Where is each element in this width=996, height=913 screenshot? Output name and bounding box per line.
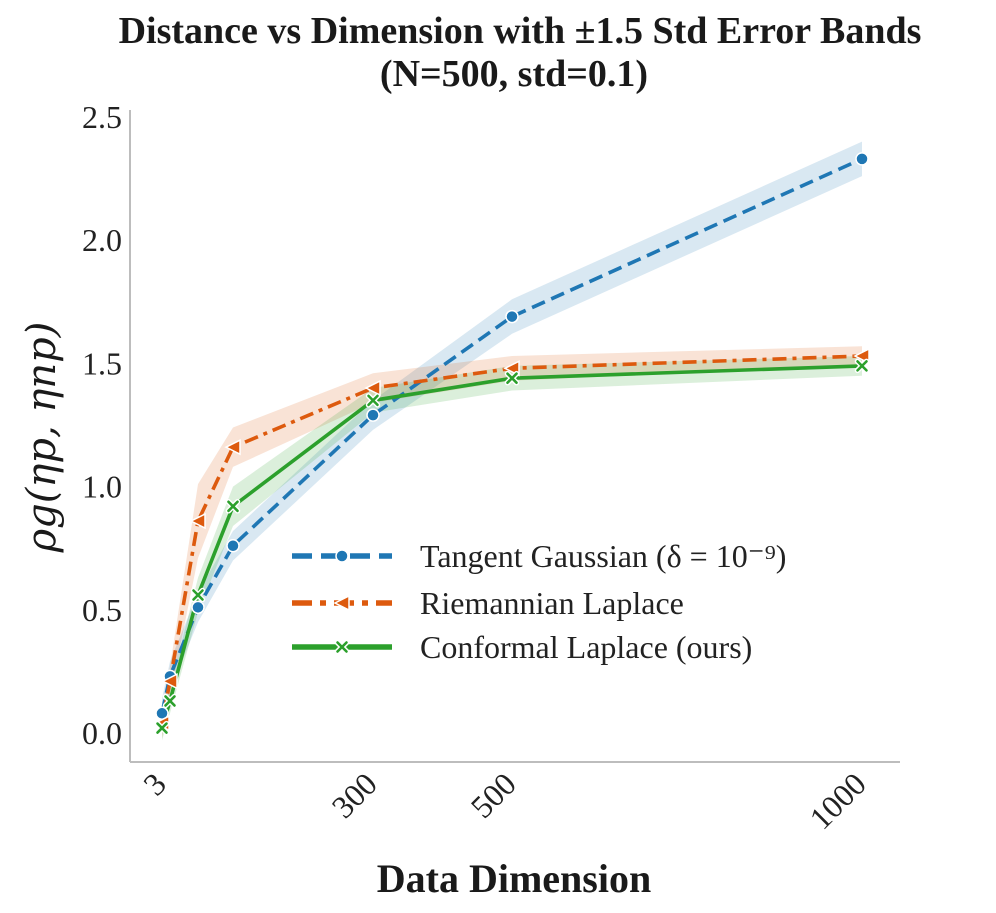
y-tick-label: 1.0 bbox=[82, 469, 122, 505]
data-point bbox=[164, 695, 176, 707]
x-tick-labels: 3 300 500 1000 bbox=[136, 765, 873, 836]
data-point bbox=[367, 394, 379, 407]
y-tick-labels: 0.0 0.5 1.0 1.5 2.0 2.5 bbox=[82, 99, 122, 751]
data-point bbox=[192, 589, 204, 601]
legend-label: Tangent Gaussian (δ = 10⁻⁹) bbox=[420, 538, 786, 574]
y-tick-label: 1.5 bbox=[82, 345, 122, 381]
y-tick-label: 2.0 bbox=[82, 222, 122, 258]
y-tick-label: 0.5 bbox=[82, 592, 122, 628]
error-band bbox=[162, 141, 862, 729]
data-point bbox=[224, 438, 241, 456]
legend: Tangent Gaussian (δ = 10⁻⁹) Riemannian La… bbox=[292, 538, 786, 665]
data-point bbox=[189, 512, 206, 530]
x-tick-label: 500 bbox=[464, 765, 523, 824]
x-tick-label: 3 bbox=[136, 765, 173, 802]
data-point bbox=[364, 379, 381, 397]
legend-marker bbox=[333, 594, 350, 612]
legend-marker bbox=[336, 641, 348, 653]
legend-label: Conformal Laplace (ours) bbox=[420, 629, 752, 665]
legend-label: Riemannian Laplace bbox=[420, 585, 684, 621]
data-point bbox=[366, 408, 380, 422]
data-point bbox=[161, 673, 178, 690]
y-tick-label: 0.0 bbox=[82, 715, 122, 751]
x-axis-label: Data Dimension bbox=[377, 856, 651, 901]
data-point bbox=[191, 600, 205, 615]
y-axis-label: ρg(ηp, ηnp) bbox=[19, 322, 65, 554]
x-tick-label: 1000 bbox=[802, 765, 873, 836]
data-point bbox=[227, 500, 239, 513]
error-bands bbox=[162, 141, 862, 741]
x-tick-label: 300 bbox=[325, 765, 384, 824]
data-point bbox=[856, 360, 868, 372]
data-point bbox=[506, 372, 518, 384]
y-tick-label: 2.5 bbox=[82, 99, 122, 135]
data-point bbox=[226, 538, 240, 553]
chart-title: Distance vs Dimension with ±1.5 Std Erro… bbox=[119, 10, 922, 52]
data-point bbox=[505, 309, 519, 324]
legend-marker bbox=[335, 549, 349, 563]
data-point bbox=[855, 152, 869, 166]
chart-subtitle: (N=500, std=0.1) bbox=[380, 53, 648, 95]
data-point bbox=[156, 722, 168, 734]
series-markers bbox=[153, 152, 870, 736]
